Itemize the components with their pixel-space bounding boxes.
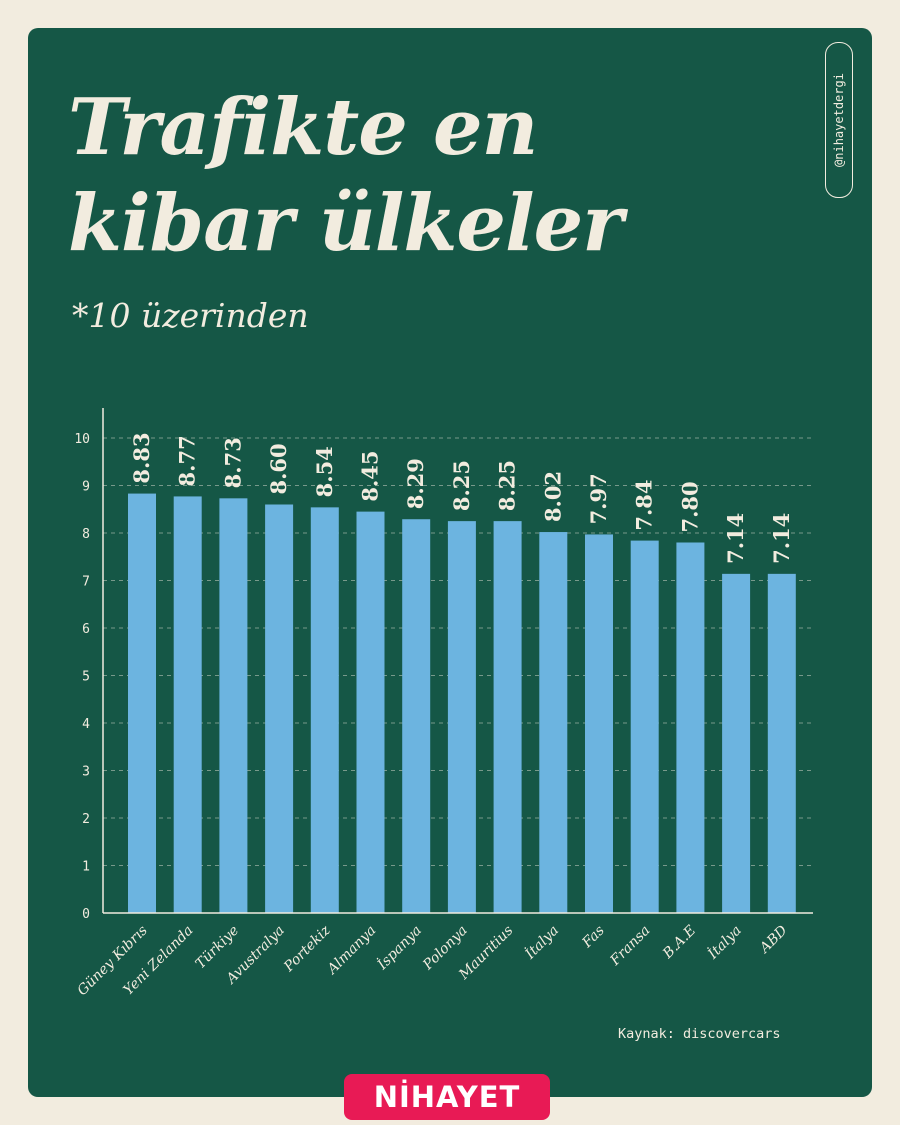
value-label: 8.60 xyxy=(266,443,291,494)
value-label: 8.77 xyxy=(175,435,200,486)
y-tick-label: 8 xyxy=(82,527,90,542)
bar xyxy=(402,519,431,913)
value-label: 8.25 xyxy=(449,460,474,511)
value-label: 8.73 xyxy=(220,437,245,488)
y-tick-label: 3 xyxy=(82,765,90,780)
bar xyxy=(265,504,294,913)
y-tick-label: 2 xyxy=(82,812,90,827)
title-line-1: Trafikte en xyxy=(68,82,538,173)
category-label: ABD xyxy=(756,923,791,958)
y-tick-label: 4 xyxy=(82,717,90,732)
category-label: Almanya xyxy=(323,923,379,979)
y-tick-label: 10 xyxy=(74,432,90,447)
title-line-2: kibar ülkeler xyxy=(68,178,623,269)
y-tick-label: 7 xyxy=(82,575,90,590)
value-label: 8.54 xyxy=(312,446,337,497)
bar xyxy=(722,573,751,913)
category-label: Fas xyxy=(579,923,608,952)
bar xyxy=(173,496,202,913)
brand-logo-text: NİHAYET xyxy=(373,1080,521,1114)
y-tick-label: 9 xyxy=(82,480,90,495)
bar xyxy=(630,540,659,913)
social-handle: @nihayetdergi xyxy=(825,42,853,198)
value-labels: 8.83 8.77 8.73 8.60 8.54 8.45 8.29 8.25 8.25 8.02… xyxy=(129,432,794,563)
bar xyxy=(219,498,248,913)
bar xyxy=(767,573,796,913)
bar xyxy=(356,511,385,913)
y-tick-label: 6 xyxy=(82,622,90,637)
value-label: 8.29 xyxy=(403,458,428,509)
brand-logo: NİHAYET xyxy=(344,1074,550,1120)
y-tick-label: 0 xyxy=(82,907,90,922)
bars xyxy=(128,493,796,913)
bar xyxy=(128,493,156,913)
value-label: 8.02 xyxy=(540,471,565,522)
category-label: B.A.E xyxy=(659,923,699,963)
value-label: 8.45 xyxy=(358,450,383,501)
subtitle: *10 üzerinden xyxy=(72,296,309,335)
value-label: 8.83 xyxy=(129,432,154,483)
value-label: 7.80 xyxy=(677,481,702,532)
y-tick-label: 1 xyxy=(82,860,90,875)
source-note: Kaynak: discovercars xyxy=(618,1026,781,1042)
value-label: 7.14 xyxy=(769,513,794,564)
bar xyxy=(493,521,522,913)
category-label: Fransa xyxy=(607,923,654,970)
value-label: 8.25 xyxy=(495,460,520,511)
page-title: Trafikte en kibar ülkeler xyxy=(68,80,788,272)
bar xyxy=(585,534,613,913)
category-label: İspanya xyxy=(372,921,425,974)
value-label: 7.14 xyxy=(723,513,748,564)
bar xyxy=(539,532,568,913)
bar xyxy=(447,521,476,913)
y-axis-ticks: 0 1 2 3 4 5 6 7 8 9 10 xyxy=(74,432,90,922)
bar xyxy=(310,507,339,913)
value-label: 7.97 xyxy=(586,473,611,524)
bar xyxy=(676,542,705,913)
category-label: İtalya xyxy=(703,921,745,963)
value-label: 7.84 xyxy=(632,479,657,530)
infographic-card: Trafikte en kibar ülkeler *10 üzerinden … xyxy=(28,28,872,1097)
y-tick-label: 5 xyxy=(82,670,90,685)
category-label: İtalya xyxy=(520,921,562,963)
